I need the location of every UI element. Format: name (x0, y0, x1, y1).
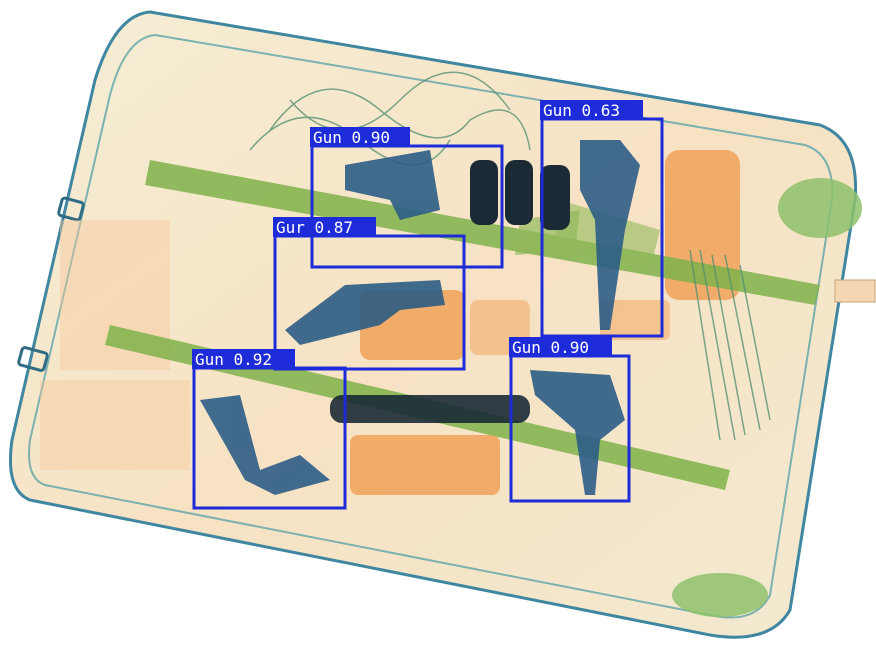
detection-label: Gun 0.90 (512, 338, 589, 357)
detection-box: Gun 0.90 (509, 337, 631, 503)
detection-label: Gun 0.92 (195, 350, 272, 369)
detection-box: Gun 0.92 (192, 349, 347, 510)
detection-box: Gur 0.87 (273, 217, 466, 371)
detection-box: Gun 0.63 (540, 100, 664, 338)
detection-label: Gur 0.87 (276, 218, 353, 237)
detection-box: Gun 0.90 (310, 127, 504, 269)
metal-objects (200, 140, 640, 495)
dense-objects (330, 160, 570, 423)
detections: Gun 0.90 Gur 0.87 Gun 0.63 Gun 0.92 Gun … (192, 100, 664, 510)
detection-label: Gun 0.90 (313, 128, 390, 147)
detection-label: Gun 0.63 (543, 101, 620, 120)
